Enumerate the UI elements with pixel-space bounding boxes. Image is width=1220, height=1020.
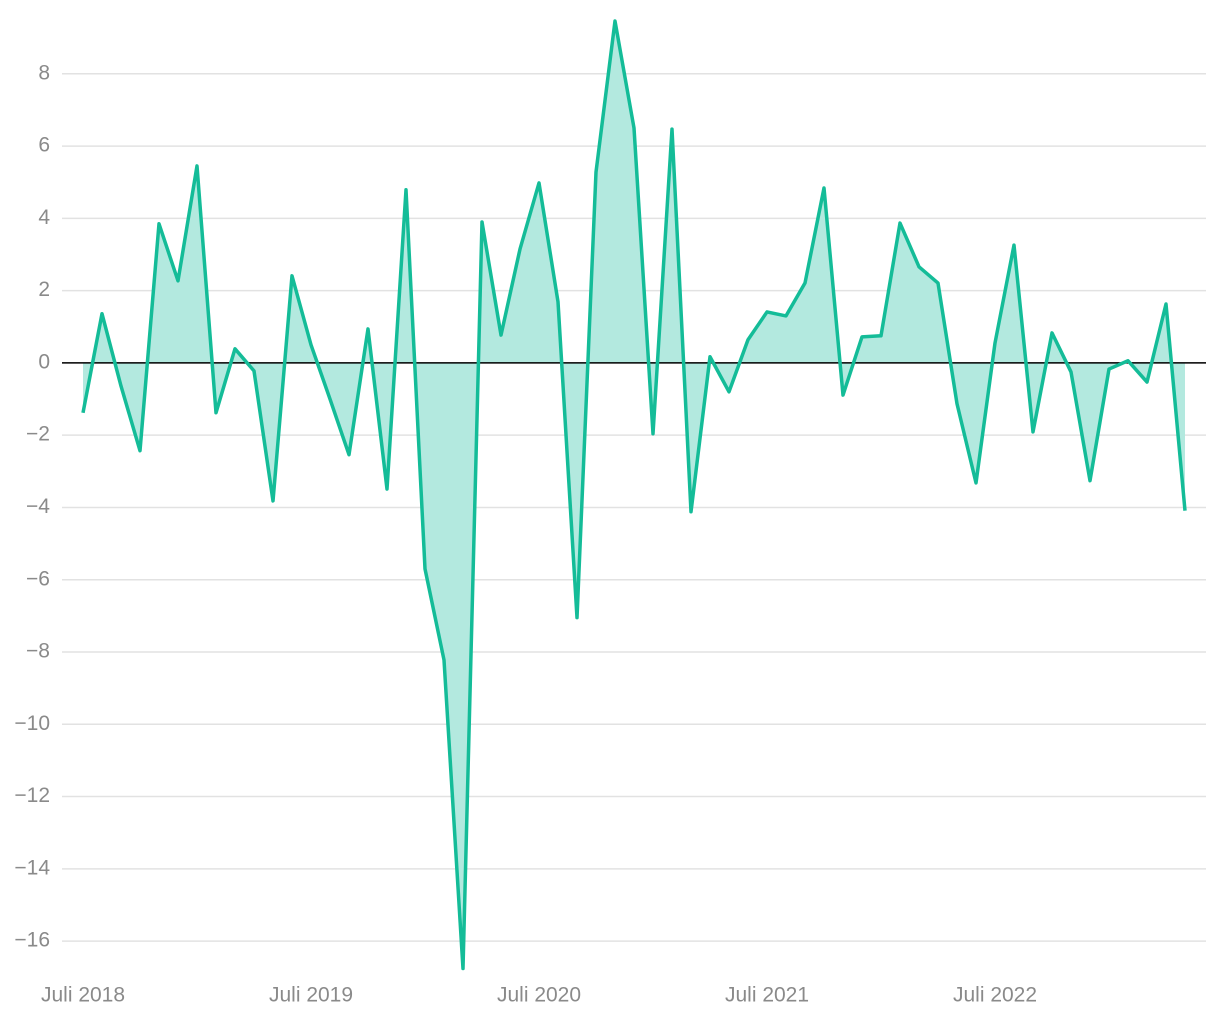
x-tick-label: Juli 2018: [41, 984, 125, 1007]
y-tick-label: −14: [14, 856, 50, 879]
area: [83, 21, 1185, 969]
y-tick-label: −4: [26, 495, 50, 518]
y-tick-label: 8: [38, 61, 50, 84]
line: [81, 19, 1187, 971]
y-tick-label: 2: [38, 278, 50, 301]
y-tick-label: 4: [38, 206, 50, 229]
y-tick-label: −12: [14, 784, 50, 807]
y-tick-label: −10: [14, 712, 50, 735]
y-tick-label: −8: [26, 640, 50, 663]
y-tick-label: 0: [38, 350, 50, 373]
y-tick-label: 6: [38, 134, 50, 157]
y-tick-label: −2: [26, 423, 50, 446]
x-tick-label: Juli 2021: [725, 984, 809, 1007]
x-tick-label: Juli 2019: [269, 984, 353, 1007]
x-tick-label: Juli 2020: [497, 984, 581, 1007]
y-tick-label: −6: [26, 567, 50, 590]
y-tick-label: −16: [14, 929, 50, 952]
x-tick-label: Juli 2022: [953, 984, 1037, 1007]
